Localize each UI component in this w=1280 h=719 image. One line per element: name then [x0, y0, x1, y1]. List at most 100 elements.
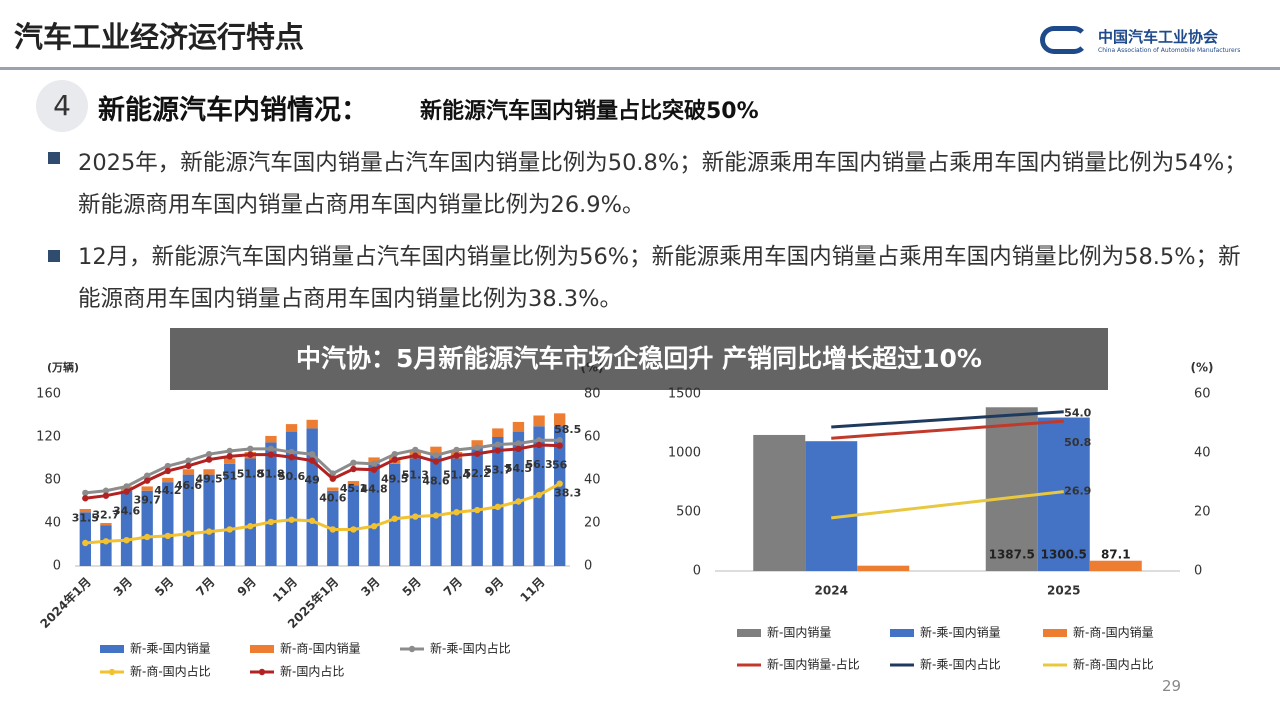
- x-tick-label: 11月: [270, 575, 300, 605]
- line-marker: [267, 451, 275, 458]
- y2-tick-label: 60: [1194, 387, 1211, 402]
- x-tick-label: 9月: [482, 575, 506, 599]
- line: [85, 482, 561, 545]
- bar-value-label: 1387.5: [989, 548, 1035, 562]
- line-marker: [432, 512, 440, 519]
- section-subheading: 新能源汽车国内销量占比突破50%: [420, 99, 759, 124]
- line-marker: [494, 503, 502, 511]
- x-tick-label: 3月: [358, 575, 382, 599]
- line-value-label: 53.7: [484, 464, 511, 477]
- legend-swatch: [250, 645, 274, 653]
- line-value-label: 49: [305, 474, 320, 487]
- line-marker: [556, 480, 563, 487]
- line-marker: [288, 448, 295, 456]
- line-value-label: 51.8: [257, 468, 284, 481]
- line-marker: [515, 498, 522, 505]
- line-value-label: 50.8: [1064, 436, 1091, 449]
- line-marker: [535, 491, 543, 499]
- line-marker: [515, 445, 522, 453]
- bar: [79, 512, 91, 566]
- line-marker: [226, 526, 233, 533]
- bullet-marker: [48, 152, 60, 164]
- line-value-label: 48.6: [422, 475, 449, 488]
- line-marker: [329, 526, 337, 533]
- line-marker: [432, 458, 440, 465]
- line-marker: [308, 517, 316, 525]
- line: [85, 443, 560, 500]
- line-marker: [185, 457, 192, 464]
- bar-value-label: 87.1: [1101, 548, 1131, 562]
- line-marker: [123, 488, 130, 495]
- line-value-label: 44.2: [154, 484, 181, 497]
- line-value-label: 51: [222, 469, 237, 482]
- x-tick-label: 11月: [517, 575, 547, 605]
- line-marker: [164, 532, 172, 540]
- line: [831, 410, 1064, 429]
- legend-swatch: [737, 629, 761, 637]
- x-tick-label: 2024: [815, 584, 848, 598]
- line-marker: [370, 466, 378, 473]
- line-value-label: 56: [552, 459, 568, 472]
- line-marker: [453, 509, 460, 516]
- line-marker: [185, 462, 192, 470]
- line-value-label: 54.5: [505, 462, 532, 475]
- line-marker: [82, 539, 89, 547]
- y-tick-label: 160: [36, 387, 61, 402]
- line-marker: [473, 506, 481, 514]
- legend-label: 新-国内销量: [767, 625, 831, 640]
- bar: [285, 424, 298, 432]
- y-tick-label: 0: [53, 559, 61, 574]
- logo-icon: [1040, 26, 1088, 54]
- line-marker: [391, 456, 398, 463]
- x-tick-label: 3月: [111, 575, 135, 599]
- line-marker: [412, 446, 419, 454]
- line-marker: [556, 442, 563, 449]
- line-value-label: 45.1: [340, 482, 367, 495]
- page-number: 29: [1162, 677, 1182, 695]
- bar: [409, 458, 421, 566]
- x-tick-label: 5月: [152, 575, 176, 599]
- bar: [203, 474, 215, 566]
- legend-label: 新-商-国内销量: [280, 641, 361, 656]
- legend-label: 新-乘-国内占比: [430, 641, 511, 656]
- bar: [430, 446, 442, 454]
- line-value-label: 26.9: [1064, 485, 1091, 498]
- y-tick-label: 40: [44, 516, 61, 531]
- bar: [368, 463, 380, 566]
- line-marker: [82, 489, 89, 497]
- legend-marker: [258, 668, 266, 676]
- bar: [512, 421, 525, 432]
- line-marker: [350, 459, 357, 466]
- line-marker: [226, 447, 233, 455]
- y2-tick-label: 40: [1194, 446, 1211, 461]
- bar: [347, 481, 360, 486]
- y2-tick-label: 20: [1194, 505, 1211, 520]
- line-value-label: 58.5: [554, 423, 581, 436]
- bar: [203, 469, 215, 475]
- x-tick-label: 7月: [193, 575, 217, 599]
- line-value-label: 51.4: [443, 468, 470, 481]
- line-marker: [143, 477, 151, 484]
- logo-en: China Association of Automobile Manufact…: [1098, 47, 1241, 54]
- bar: [985, 407, 1038, 571]
- slide-title: 汽车工业经济运行特点: [14, 20, 305, 54]
- bar: [389, 463, 401, 566]
- bar: [306, 428, 318, 566]
- line-marker: [535, 441, 543, 449]
- line-marker: [164, 467, 172, 475]
- bar: [1089, 560, 1142, 571]
- bar: [471, 440, 483, 448]
- line-value-label: 51.3: [402, 469, 429, 482]
- x-tick-label: 9月: [235, 575, 259, 599]
- line-value-label: 32.7: [92, 509, 119, 522]
- line-marker: [473, 444, 481, 451]
- bullet-text: 2025年，新能源汽车国内销量占汽车国内销量比例为50.8%；新能源乘用车国内销…: [78, 150, 1247, 218]
- bar: [347, 485, 360, 566]
- line-marker: [247, 523, 254, 530]
- line-marker: [350, 526, 357, 533]
- line-marker: [412, 513, 419, 520]
- bar: [141, 490, 153, 566]
- bar: [224, 458, 236, 464]
- line-marker: [412, 452, 419, 459]
